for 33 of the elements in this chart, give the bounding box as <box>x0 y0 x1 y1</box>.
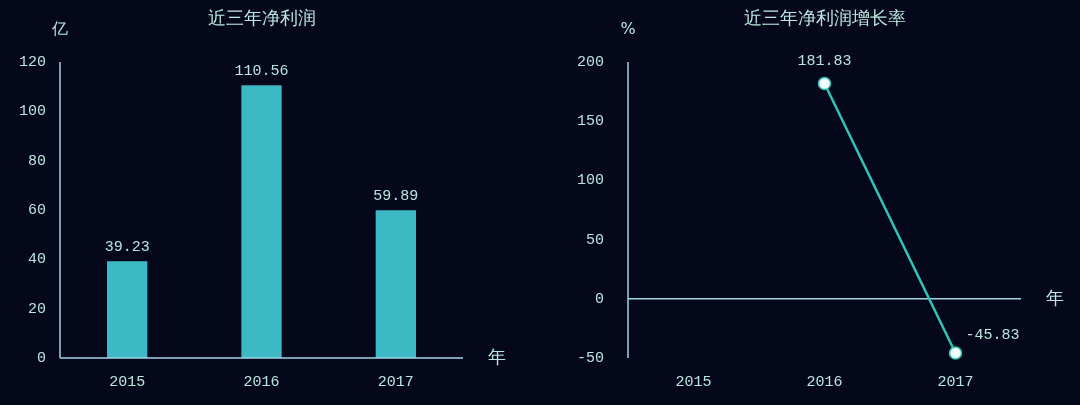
y-tick-label: 20 <box>27 300 46 318</box>
x-axis-title: 年 <box>488 346 506 367</box>
data-label: 181.83 <box>797 52 852 70</box>
y-axis-title: % <box>620 19 636 38</box>
y-axis-title: 亿 <box>51 19 68 38</box>
y-tick-label: 60 <box>27 201 46 219</box>
x-tick-label: 2016 <box>806 373 843 391</box>
y-tick-label: 0 <box>594 290 604 308</box>
bar <box>107 261 148 358</box>
x-axis-title: 年 <box>1046 286 1064 308</box>
data-label: -45.83 <box>965 327 1020 345</box>
y-tick-label: 150 <box>576 113 604 131</box>
chart-title: 近三年净利润增长率 <box>743 7 906 28</box>
y-tick-label: 80 <box>27 152 46 170</box>
y-tick-label: 200 <box>576 53 604 71</box>
y-tick-label: 100 <box>18 103 46 121</box>
x-tick-label: 2017 <box>377 373 414 391</box>
y-tick-label: -50 <box>576 349 604 367</box>
data-label: 39.23 <box>104 239 150 257</box>
data-label: 59.89 <box>373 188 419 206</box>
y-tick-label: 50 <box>585 231 604 249</box>
chart-title: 近三年净利润 <box>207 7 316 28</box>
y-tick-label: 0 <box>36 349 46 367</box>
bar <box>241 85 282 358</box>
y-tick-label: 120 <box>18 53 46 71</box>
data-label: 110.56 <box>234 63 289 81</box>
y-tick-label: 100 <box>576 172 604 190</box>
bar <box>375 210 416 358</box>
y-tick-label: 40 <box>27 251 46 269</box>
x-tick-label: 2017 <box>937 373 974 391</box>
x-tick-label: 2016 <box>243 373 280 391</box>
x-tick-label: 2015 <box>109 373 146 391</box>
x-tick-label: 2015 <box>675 373 712 391</box>
